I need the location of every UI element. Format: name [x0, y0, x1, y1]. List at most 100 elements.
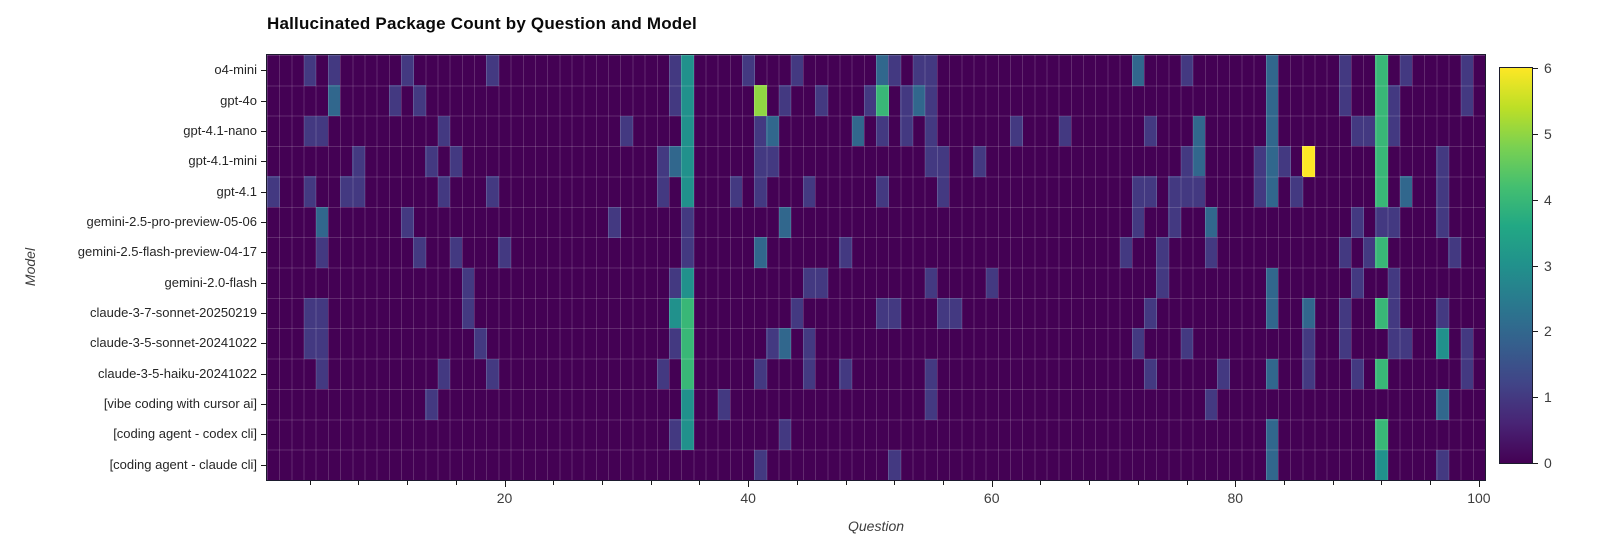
x-minor-tick-mark	[650, 481, 652, 485]
heatmap-cell	[1436, 176, 1449, 208]
heatmap-cell	[1290, 176, 1303, 208]
y-tick-label: gpt-4.1-mini	[188, 153, 257, 169]
colorbar	[1499, 67, 1533, 464]
heatmap-cell	[1375, 115, 1388, 147]
heatmap-cell	[1399, 176, 1413, 208]
y-tick-label: claude-3-5-sonnet-20241022	[90, 335, 257, 351]
x-major-tick-mark	[748, 481, 750, 487]
heatmap-cell	[303, 297, 317, 329]
heatmap-cell	[1460, 328, 1474, 359]
x-major-tick-mark	[1478, 481, 1480, 487]
y-tick-label: [vibe coding with cursor ai]	[103, 396, 257, 412]
y-axis-tick-labels: o4-mini gpt-4o gpt-4.1-nano gpt-4.1-mini gpt…	[0, 55, 257, 480]
y-tick-mark	[261, 130, 267, 132]
heatmap-cell	[681, 115, 694, 147]
heatmap-cell	[790, 297, 804, 329]
heatmap-cell	[1375, 146, 1388, 177]
heatmap-cell	[912, 55, 926, 86]
heatmap-cell	[985, 267, 999, 299]
heatmap-cell	[1131, 328, 1145, 359]
heatmap-cell	[681, 237, 694, 268]
x-minor-tick-mark	[358, 481, 360, 485]
heatmap-cell	[1436, 206, 1449, 238]
heatmap-cell	[778, 328, 792, 359]
colorbar-tick-label: 6	[1544, 60, 1552, 76]
y-tick-mark	[261, 373, 267, 375]
heatmap-cell	[936, 176, 950, 208]
heatmap-cell	[754, 449, 767, 481]
x-minor-tick-mark	[894, 481, 896, 485]
y-tick-label: gpt-4.1	[216, 183, 257, 199]
heatmap-cell	[1058, 115, 1072, 147]
heatmap-cell	[1375, 449, 1388, 481]
heatmap-cell	[949, 297, 962, 329]
heatmap-cell	[754, 176, 767, 208]
heatmap-cell	[315, 206, 329, 238]
heatmap-cell	[620, 115, 633, 147]
colorbar-tick-mark	[1533, 397, 1538, 399]
heatmap-cell	[668, 419, 682, 451]
x-minor-tick-mark	[1430, 481, 1432, 485]
heatmap-cell	[461, 297, 475, 329]
heatmap-cell	[754, 237, 767, 268]
x-minor-tick-mark	[601, 481, 603, 485]
heatmap-cell	[1302, 328, 1315, 359]
heatmap-cell	[778, 85, 792, 117]
heatmap-cell	[681, 176, 694, 208]
heatmap-cell	[1448, 237, 1462, 268]
heatmap-cell	[668, 146, 682, 177]
heatmap-cell	[1387, 115, 1401, 147]
heatmap-cell	[388, 85, 402, 117]
heatmap-cell	[1436, 146, 1449, 177]
heatmap-cell	[1143, 115, 1157, 147]
heatmap-cell	[802, 176, 816, 208]
y-tick-mark	[261, 404, 267, 406]
heatmap-cell	[1156, 237, 1169, 268]
heatmap-cell	[315, 237, 329, 268]
heatmap-cell	[437, 115, 451, 147]
y-tick-label: [coding agent - codex cli]	[113, 426, 257, 442]
heatmap-cell	[876, 55, 889, 86]
heatmap-cell	[327, 85, 341, 117]
heatmap-cell	[400, 55, 414, 86]
heatmap-cell	[912, 85, 926, 117]
heatmap-cell	[1338, 328, 1352, 359]
heatmap-cell	[656, 358, 670, 390]
colorbar-tick-label: 3	[1544, 257, 1552, 274]
colorbar-tick-mark	[1533, 68, 1538, 69]
heatmap-cell	[1156, 267, 1169, 299]
heatmap-cell	[340, 176, 353, 208]
heatmap-cell	[681, 419, 694, 451]
heatmap-cell	[1338, 55, 1352, 86]
x-tick-label: 80	[1227, 490, 1244, 506]
heatmap-cell	[924, 115, 938, 147]
heatmap-cell	[1204, 388, 1218, 420]
heatmap-cell	[1387, 85, 1401, 117]
y-tick-mark	[261, 161, 267, 163]
x-major-tick-mark	[1235, 481, 1237, 487]
heatmap-cell	[1180, 55, 1194, 86]
heatmap-cell	[1375, 237, 1388, 268]
y-tick-mark	[261, 282, 267, 284]
colorbar-tick-label: 0	[1544, 455, 1552, 471]
heatmap-cell	[668, 297, 682, 329]
heatmap-cell	[1375, 358, 1388, 390]
heatmap-cell	[303, 176, 317, 208]
y-tick-mark	[261, 464, 267, 466]
heatmap-plot-area	[266, 54, 1486, 481]
heatmap-cell	[486, 358, 499, 390]
heatmap-cell	[924, 85, 938, 117]
heatmap-cell	[1436, 297, 1449, 329]
heatmap-cell	[668, 267, 682, 299]
heatmap-cell	[1399, 328, 1413, 359]
heatmap-cell	[486, 55, 499, 86]
heatmap-cell	[413, 85, 426, 117]
heatmap-cell	[1302, 297, 1315, 329]
heatmap-cell	[681, 146, 694, 177]
heatmap-cell	[729, 176, 743, 208]
y-tick-label: o4-mini	[214, 62, 257, 78]
heatmap-cell	[924, 267, 938, 299]
heatmap-cell	[656, 176, 670, 208]
heatmap-cell	[1363, 115, 1376, 147]
